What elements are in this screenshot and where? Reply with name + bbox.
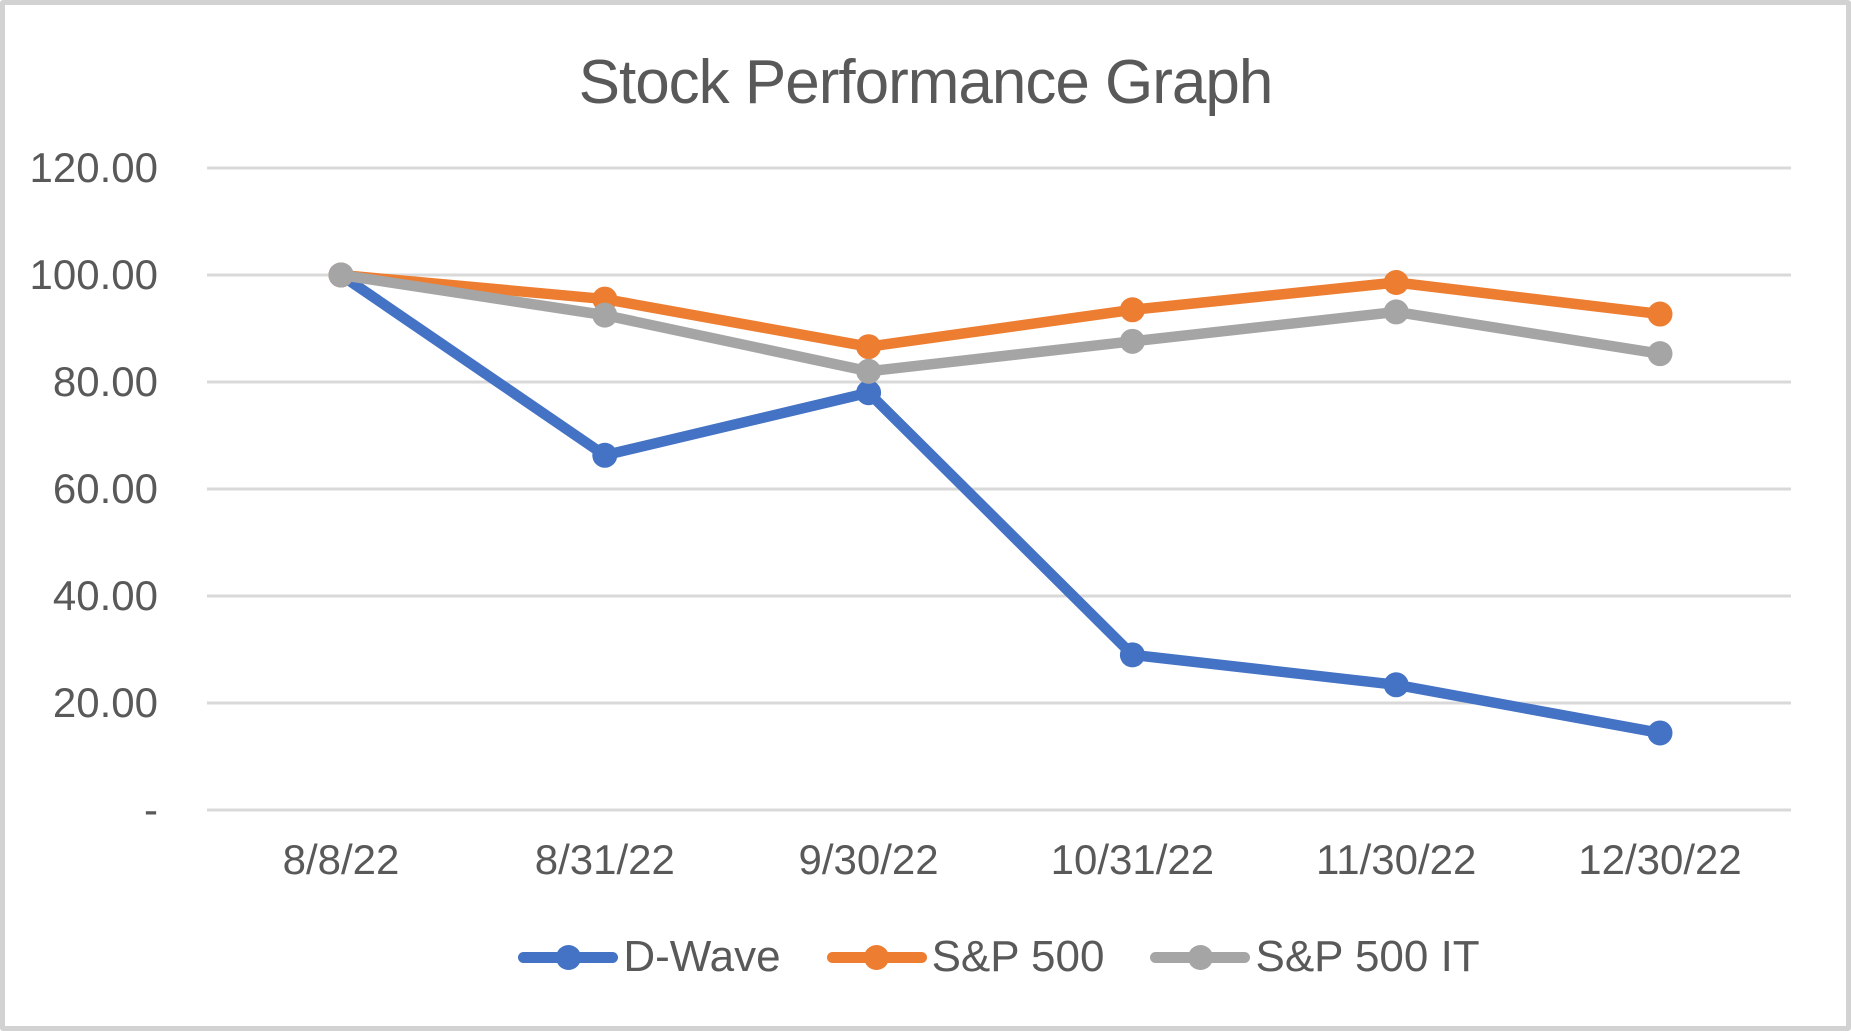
legend-dot-icon (555, 944, 581, 970)
data-point-d-wave-11-30-22 (1383, 672, 1409, 698)
legend-label-d-wave: D-Wave (623, 932, 781, 981)
data-point-s-p-500-11-30-22 (1383, 269, 1409, 295)
data-point-d-wave-12-30-22 (1647, 720, 1673, 746)
legend: D-Wave S&P 500 S&P 500 IT (207, 925, 1791, 989)
chart-title: Stock Performance Graph (578, 48, 1274, 117)
y-tick-label-120: 120.00 (29, 144, 158, 191)
x-tick-label-10-31-22: 10/31/22 (1050, 836, 1215, 883)
series-line-d-wave (335, 269, 1666, 739)
x-tick-label-8-31-22: 8/31/22 (534, 836, 675, 883)
series-line-s-p-500 (335, 269, 1666, 352)
legend-item-s-p-500: S&P 500 (826, 932, 1105, 982)
data-point-s-p-500-it-11-30-22 (1383, 299, 1409, 325)
data-point-s-p-500-10-31-22 (1119, 297, 1145, 323)
data-point-d-wave-10-31-22 (1119, 642, 1145, 668)
data-point-s-p-500-it-8-8-22 (328, 262, 354, 288)
y-tick-label-40: 40.00 (52, 572, 158, 619)
x-tick-label-8-8-22: 8/8/22 (282, 836, 400, 883)
legend-marker-icon (826, 944, 927, 970)
y-tick-label-60: 60.00 (52, 465, 158, 512)
data-point-s-p-500-it-10-31-22 (1119, 328, 1145, 354)
data-point-s-p-500-9-30-22 (856, 334, 882, 360)
y-tick-label-0: - (144, 786, 158, 833)
data-point-s-p-500-it-12-30-22 (1647, 341, 1673, 367)
data-point-d-wave-9-30-22 (856, 380, 882, 406)
y-tick-label-20: 20.00 (52, 679, 158, 726)
series-line-s-p-500-it (335, 269, 1666, 377)
data-point-s-p-500-it-8-31-22 (592, 302, 618, 328)
data-point-d-wave-8-31-22 (592, 442, 618, 468)
legend-label-s-p-500-it: S&P 500 IT (1255, 932, 1480, 981)
legend-label-s-p-500: S&P 500 (931, 932, 1105, 981)
data-point-s-p-500-it-9-30-22 (856, 358, 882, 384)
x-tick-label-12-30-22: 12/30/22 (1578, 836, 1742, 883)
legend-item-d-wave: D-Wave (518, 932, 781, 982)
legend-dot-icon (864, 944, 890, 970)
legend-item-s-p-500-it: S&P 500 IT (1150, 932, 1480, 982)
y-tick-label-100: 100.00 (29, 251, 158, 298)
legend-marker-icon (518, 944, 619, 970)
data-point-s-p-500-12-30-22 (1647, 301, 1673, 327)
y-tick-label-80: 80.00 (52, 358, 158, 405)
legend-marker-icon (1150, 944, 1251, 970)
legend-dot-icon (1187, 944, 1213, 970)
x-tick-label-9-30-22: 9/30/22 (798, 836, 939, 883)
x-tick-label-11-30-22: 11/30/22 (1316, 836, 1477, 883)
